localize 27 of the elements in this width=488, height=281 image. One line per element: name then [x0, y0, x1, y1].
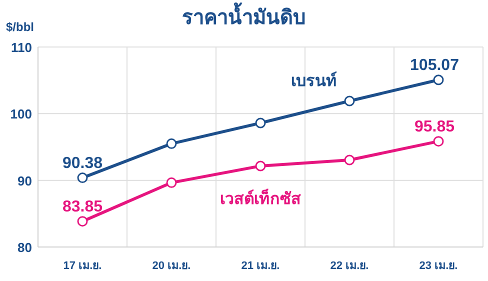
x-tick-label: 20 เม.ย.: [152, 260, 191, 272]
point: [344, 154, 355, 166]
x-tick-label: 21 เม.ย.: [241, 260, 280, 272]
point: [166, 138, 177, 149]
y-tick-label: 110: [11, 40, 32, 55]
x-tick-label: 22 เม.ย.: [330, 260, 369, 272]
point: [433, 136, 444, 147]
data-label: 90.38: [62, 154, 103, 172]
point: [166, 177, 177, 188]
data-label: 83.85: [62, 198, 103, 216]
series-label: เวสต์เท็กซัส: [220, 187, 301, 208]
y-axis-title: $/bbl: [6, 20, 34, 34]
chart-title: ราคาน้ำมันดิบ: [182, 2, 306, 29]
y-tick-label: 100: [10, 106, 32, 122]
point: [344, 96, 355, 106]
data-label: 95.85: [414, 118, 455, 136]
point: [433, 74, 444, 86]
data-label: 105.07: [410, 56, 460, 74]
series-label: เบรนท์: [290, 70, 337, 90]
point: [77, 216, 88, 227]
point: [77, 172, 88, 184]
point: [255, 118, 266, 128]
point: [255, 160, 266, 172]
x-tick-label: 17 เม.ย.: [63, 260, 102, 272]
x-tick-label: 23 เม.ย.: [419, 260, 458, 272]
y-tick-label: 80: [18, 240, 32, 255]
y-tick-label: 90: [18, 173, 32, 188]
